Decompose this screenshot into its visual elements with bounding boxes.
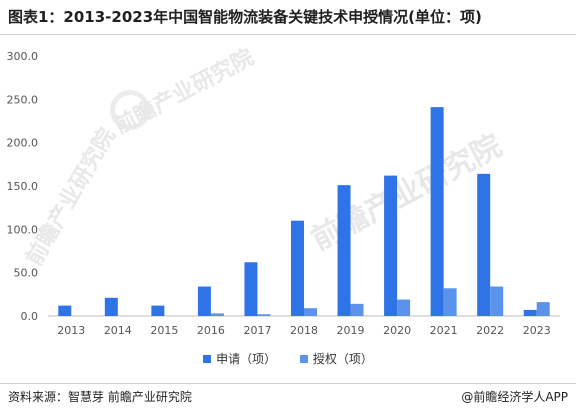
x-tick-label: 2022 bbox=[476, 324, 504, 337]
source-note: 资料来源：智慧芽 前瞻产业研究院 bbox=[8, 390, 192, 404]
legend-swatch-application bbox=[203, 354, 212, 363]
legend-item-application: 申请（项） bbox=[203, 350, 276, 367]
bar-chart: 0.0 50.0 100.0 150.0 200.0 250.0 300.0 2013 2014… bbox=[7, 50, 560, 337]
y-tick-label: 150.0 bbox=[7, 180, 39, 193]
y-tick-label: 50.0 bbox=[14, 267, 39, 280]
x-tick-label: 2023 bbox=[523, 324, 551, 337]
bar-grant bbox=[304, 308, 317, 316]
legend-label-application: 申请（项） bbox=[216, 352, 277, 366]
legend-label-grant: 授权（项） bbox=[312, 352, 373, 366]
legend: 申请（项） 授权（项） bbox=[0, 350, 576, 367]
bar-grant bbox=[257, 314, 271, 316]
x-tick-label: 2019 bbox=[337, 324, 365, 337]
footer-divider bbox=[0, 383, 576, 384]
title-divider bbox=[0, 34, 576, 35]
bar-grant bbox=[536, 302, 550, 316]
y-tick-label: 100.0 bbox=[7, 223, 39, 236]
x-tick-label: 2014 bbox=[104, 324, 132, 337]
bar-grant bbox=[210, 313, 224, 316]
bar-grant bbox=[443, 288, 457, 316]
legend-item-grant: 授权（项） bbox=[299, 350, 373, 367]
bar-application bbox=[337, 185, 351, 316]
bar-application bbox=[523, 309, 537, 316]
x-tick-label: 2016 bbox=[197, 324, 225, 337]
brand-credit: @前瞻经济学人APP bbox=[461, 390, 568, 404]
y-tick-label: 250.0 bbox=[7, 93, 39, 106]
x-tick-label: 2017 bbox=[243, 324, 271, 337]
legend-swatch-grant bbox=[299, 354, 308, 363]
bar-application bbox=[197, 286, 211, 316]
x-tick-label: 2020 bbox=[383, 324, 411, 337]
bar-application bbox=[430, 107, 444, 316]
x-tick-label: 2013 bbox=[57, 324, 85, 337]
chart-title: 图表1：2013-2023年中国智能物流装备关键技术申授情况(单位：项) bbox=[8, 8, 482, 26]
x-tick-label: 2021 bbox=[430, 324, 458, 337]
bar-application bbox=[477, 173, 491, 316]
bar-application bbox=[291, 220, 304, 316]
y-tick-label: 300.0 bbox=[7, 50, 39, 63]
bar-grant bbox=[350, 303, 364, 316]
bar-application bbox=[151, 305, 165, 316]
watermark-logo-icon bbox=[110, 90, 150, 130]
y-tick-label: 200.0 bbox=[7, 137, 39, 150]
bar-application bbox=[104, 297, 118, 316]
bar-grant bbox=[397, 299, 411, 316]
bar-application bbox=[244, 262, 258, 316]
bar-grant bbox=[490, 286, 504, 316]
bar-application bbox=[58, 305, 72, 316]
y-tick-label: 0.0 bbox=[21, 310, 39, 323]
x-tick-label: 2018 bbox=[290, 324, 318, 337]
bar-application bbox=[384, 175, 398, 316]
x-tick-label: 2015 bbox=[150, 324, 178, 337]
